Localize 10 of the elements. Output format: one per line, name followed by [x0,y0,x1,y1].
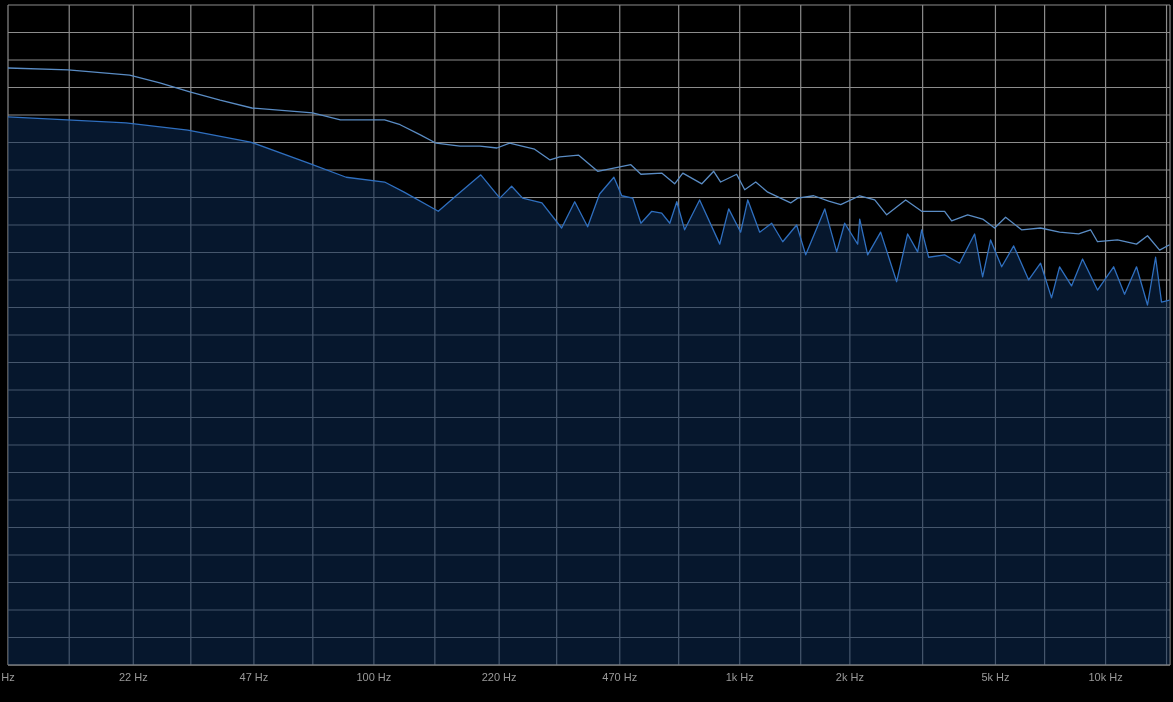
x-tick-label: 470 Hz [602,670,638,683]
x-tick-label: 220 Hz [481,670,517,683]
x-tick-label: 22 Hz [118,670,148,683]
x-tick-label: 10k Hz [1088,670,1123,683]
x-tick-label: Hz [1,670,15,683]
x-tick-label: 100 Hz [356,670,392,683]
x-tick-label: 47 Hz [239,670,269,683]
x-tick-label: 5k Hz [981,670,1010,683]
x-tick-label: 2k Hz [835,670,864,683]
x-tick-label: 1k Hz [725,670,754,683]
